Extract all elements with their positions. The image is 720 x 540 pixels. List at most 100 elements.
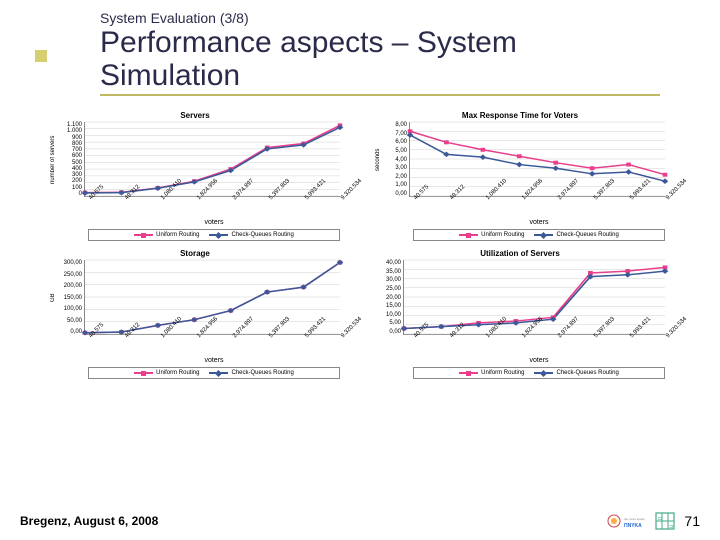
chart-utilization: Utilization of Servers 40,00 35,00 30,00 25…: [375, 249, 665, 379]
xlabel: voters: [413, 219, 665, 226]
ytick-label: 7,00: [381, 131, 407, 137]
pnyka-logo-icon: the voice inside ΠΝΥΚΑ: [606, 512, 646, 530]
ytick-label: 300: [56, 172, 82, 178]
legend-label: Check-Queues Routing: [231, 370, 293, 376]
footer: Bregenz, August 6, 2008 the voice inside…: [20, 512, 700, 530]
ylabel: GB: [50, 260, 56, 335]
xticks: 40.57549.3121.080.4101.824.9562.974.8975…: [88, 197, 340, 203]
legend-label: Uniform Routing: [156, 370, 199, 376]
ytick-label: 150,00: [56, 295, 82, 301]
xlabel: voters: [413, 357, 665, 364]
title-bullet: [35, 50, 47, 62]
ytick-label: 600: [56, 153, 82, 159]
legend-item-uniform: Uniform Routing: [459, 232, 524, 238]
ytick-label: 400: [56, 166, 82, 172]
legend-item-checkqueues: Check-Queues Routing: [209, 232, 293, 238]
yticks: 300,00250,00200,00150,00100,0050,000,00: [56, 260, 84, 335]
ytick-label: 200: [56, 178, 82, 184]
ytick-label: 800: [56, 141, 82, 147]
xtick-label: 2.974.897: [232, 335, 236, 339]
legend-label: Uniform Routing: [156, 232, 199, 238]
xtick-label: 5.993.421: [629, 197, 633, 201]
ytick-label: 5,00: [381, 148, 407, 154]
xlabel: voters: [88, 357, 340, 364]
xtick-label: 1.824.956: [196, 197, 200, 201]
xtick-label: 49.312: [124, 335, 128, 339]
xtick-label: 40.575: [88, 197, 92, 201]
xtick-label: 9.320.534: [665, 335, 669, 339]
svg-text:⊐: ⊐: [669, 524, 673, 530]
ytick-label: 3,00: [381, 165, 407, 171]
xtick-label: 5.993.421: [629, 335, 633, 339]
yticks: 1.1001.0009008007006005004003002001000: [56, 122, 84, 197]
legend-label: Check-Queues Routing: [556, 370, 618, 376]
ytick-label: 200,00: [56, 283, 82, 289]
ytick-label: 0: [56, 191, 82, 197]
xticks: 40.575 49.312 1.080.410 1.824.956 2.974.897 5…: [88, 335, 340, 341]
legend-label: Uniform Routing: [481, 232, 524, 238]
ytick-label: 2,00: [381, 174, 407, 180]
ytick-label: 1,00: [381, 182, 407, 188]
legend-label: Check-Queues Routing: [556, 232, 618, 238]
xtick-label: 1.080.410: [160, 197, 164, 201]
xtick-label: 1.080.410: [160, 335, 164, 339]
ytick-label: 8,00: [381, 122, 407, 128]
ytick-label: 30,00: [375, 277, 401, 283]
svg-text:⊏: ⊏: [658, 516, 662, 522]
footer-logos: the voice inside ΠΝΥΚΑ ⊏ ⊐ 71: [606, 512, 700, 530]
xtick-label: 49.312: [449, 197, 453, 201]
ytick-label: 50,00: [56, 318, 82, 324]
legend-item-uniform: Uniform Routing: [134, 370, 199, 376]
ytick-label: 40,00: [375, 260, 401, 266]
ytick-label: 6,00: [381, 139, 407, 145]
xticks: 40.575 49.312 1.080.410 1.824.956 2.974.897 5…: [413, 335, 665, 341]
pre-title: System Evaluation (3/8): [100, 10, 680, 26]
ytick-label: 250,00: [56, 272, 82, 278]
xtick-label: 2.974.897: [557, 197, 561, 201]
ylabel: seconds: [375, 122, 381, 197]
yticks: 40,0035,0030,0025,0020,0015,0010,005,000…: [375, 260, 403, 335]
ytick-label: 100,00: [56, 306, 82, 312]
xticks: 40.57549.3121.080.4101.824.9562.974.8975…: [413, 197, 665, 203]
xtick-label: 9.320.534: [665, 197, 669, 201]
ytick-label: 1.000: [56, 128, 82, 134]
legend-item-uniform: Uniform Routing: [134, 232, 199, 238]
ytick-label: 15,00: [375, 303, 401, 309]
ytick-label: 4,00: [381, 157, 407, 163]
chart-title: Utilization of Servers: [375, 249, 665, 258]
xtick-label: 49.312: [449, 335, 453, 339]
ytick-label: 10,00: [375, 312, 401, 318]
chart-title: Storage: [50, 249, 340, 258]
xtick-label: 5.397.803: [268, 335, 272, 339]
legend: Uniform Routing Check-Queues Routing: [413, 367, 665, 379]
legend: Uniform Routing Check-Queues Routing: [88, 367, 340, 379]
chart-title: Max Response Time for Voters: [375, 111, 665, 120]
ytick-label: 25,00: [375, 286, 401, 292]
xtick-label: 1.824.956: [196, 335, 200, 339]
legend: Uniform Routing Check-Queues Routing: [88, 229, 340, 241]
page-title: Performance aspects – System Simulation: [100, 26, 660, 96]
xtick-label: 1.824.956: [521, 335, 525, 339]
legend-item-checkqueues: Check-Queues Routing: [534, 370, 618, 376]
footer-date: Bregenz, August 6, 2008: [20, 514, 158, 528]
xtick-label: 1.080.410: [485, 335, 489, 339]
xtick-label: 2.974.897: [557, 335, 561, 339]
svg-text:the voice inside: the voice inside: [624, 517, 645, 521]
xtick-label: 40.575: [413, 335, 417, 339]
xtick-label: 40.575: [88, 335, 92, 339]
xtick-label: 5.397.803: [593, 197, 597, 201]
chart-title: Servers: [50, 111, 340, 120]
legend-label: Uniform Routing: [481, 370, 524, 376]
legend-item-checkqueues: Check-Queues Routing: [534, 232, 618, 238]
chart-storage: Storage GB 300,00250,00200,00150,00100,0…: [50, 249, 340, 379]
page-number: 71: [684, 513, 700, 529]
legend-item-uniform: Uniform Routing: [459, 370, 524, 376]
ytick-label: 1.100: [56, 122, 82, 128]
xtick-label: 2.974.897: [232, 197, 236, 201]
xtick-label: 1.080.410: [485, 197, 489, 201]
xlabel: voters: [88, 219, 340, 226]
ytick-label: 35,00: [375, 269, 401, 275]
ytick-label: 0,00: [56, 329, 82, 335]
xtick-label: 49.312: [124, 197, 128, 201]
legend-item-checkqueues: Check-Queues Routing: [209, 370, 293, 376]
